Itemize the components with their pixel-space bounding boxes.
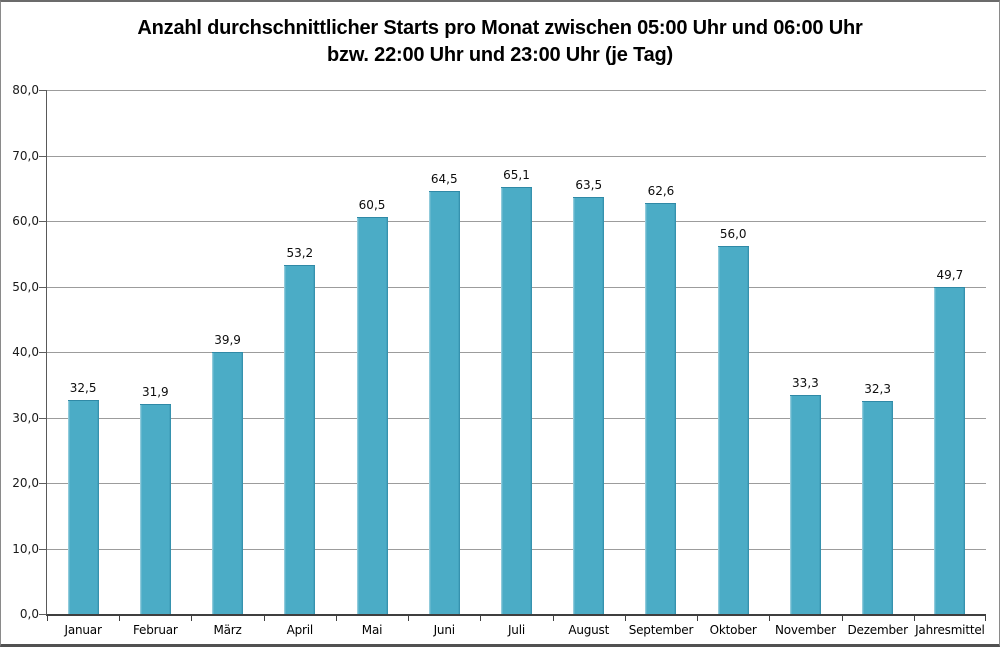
y-axis-tick [39,614,46,615]
x-axis-labels: Januar Februar März April Mai Juni Juli August S… [47,623,986,643]
bar-november [789,394,821,614]
x-tick-label-januar: Januar [64,623,102,637]
y-axis-tick [39,352,46,353]
x-tick-label-juni: Juni [433,623,455,637]
x-tick-label-juli: Juli [507,623,525,637]
bar-maerz [212,351,244,614]
x-tick-label-august: August [568,623,610,637]
x-tick-label-dezember: Dezember [847,623,908,637]
y-tick-label: 80,0 [12,83,39,97]
x-axis-tick [697,616,698,621]
x-axis-tick [625,616,626,621]
x-tick-label-mai: Mai [361,623,383,637]
y-tick-label: 10,0 [12,541,39,556]
y-tick-label: 40,0 [12,345,39,359]
value-label-november: 33,3 [792,375,819,390]
value-label-jahresmittel: 49,7 [936,268,964,283]
y-axis-labels: 0,0 10,0 20,0 30,0 40,0 50,0 60,0 70,0 80,0 [1,83,39,621]
y-tick-label: 30,0 [12,410,39,425]
x-axis-tick [336,616,337,621]
value-label-dezember: 32,3 [864,382,891,397]
bar-september [645,202,677,614]
bar-januar [67,400,99,614]
y-axis-tick [39,155,46,157]
x-tick-label-jahresmittel: Jahresmittel [915,623,985,637]
value-label-mai: 60,5 [358,197,386,212]
x-axis-tick [842,616,843,621]
chart-title-line1: Anzahl durchschnittlicher Starts pro Mon… [137,17,863,39]
bar-februar [139,404,171,614]
value-label-august: 63,5 [575,178,603,193]
x-axis-tick [119,616,120,621]
y-axis-tick [39,483,46,484]
bar-juli [501,186,532,614]
bar-august [573,197,605,614]
value-label-januar: 32,5 [69,381,97,396]
x-tick-label-november: November [774,623,836,637]
value-label-oktober: 56,0 [719,227,747,242]
x-axis-tick [480,616,481,621]
bar-juni [428,190,460,614]
bar-dezember [862,401,894,614]
x-axis-tick [47,616,48,621]
y-axis-tick [39,90,46,91]
value-label-juni: 64,5 [430,171,458,186]
bar-mai [356,216,388,614]
bar-jahresmittel [934,287,966,614]
x-axis-tick [264,616,265,621]
y-tick-label: 70,0 [12,148,39,163]
x-axis-tick [553,616,554,621]
x-tick-label-september: September [628,623,694,637]
y-tick-label: 0,0 [19,607,39,621]
x-tick-label-februar: Februar [132,623,178,637]
y-tick-label: 60,0 [12,214,39,228]
y-axis-tick [39,221,46,222]
plot-area: 32,5 31,9 39,9 53,2 60,5 64,5 65,1 63,5 62,6 56,0… [39,90,986,621]
x-axis-tick [769,616,770,621]
y-axis-tick [39,548,46,550]
bar-oktober [717,246,749,614]
x-tick-label-april: April [286,623,314,637]
bar-april [284,264,316,614]
y-axis-tick [39,286,46,288]
x-tick-label-maerz: März [213,623,242,637]
value-label-juli: 65,1 [503,167,530,182]
y-tick-label: 20,0 [12,476,39,490]
gridline-80 [47,90,986,91]
value-label-februar: 31,9 [141,385,169,400]
x-axis-tick [408,616,409,621]
x-axis-tick [985,616,986,621]
value-label-maerz: 39,9 [214,332,241,347]
x-axis-tick [914,616,915,621]
x-axis-tick [191,616,192,621]
chart-title-line2: bzw. 22:00 Uhr und 23:00 Uhr (je Tag) [327,44,673,66]
value-label-april: 53,2 [286,245,314,260]
value-label-september: 62,6 [647,183,675,198]
x-tick-label-oktober: Oktober [709,623,757,637]
gridline-70 [47,155,986,157]
y-tick-label: 50,0 [12,279,39,294]
chart-title: Anzahl durchschnittlicher Starts pro Mon… [1,15,999,69]
y-axis-tick [39,417,46,419]
